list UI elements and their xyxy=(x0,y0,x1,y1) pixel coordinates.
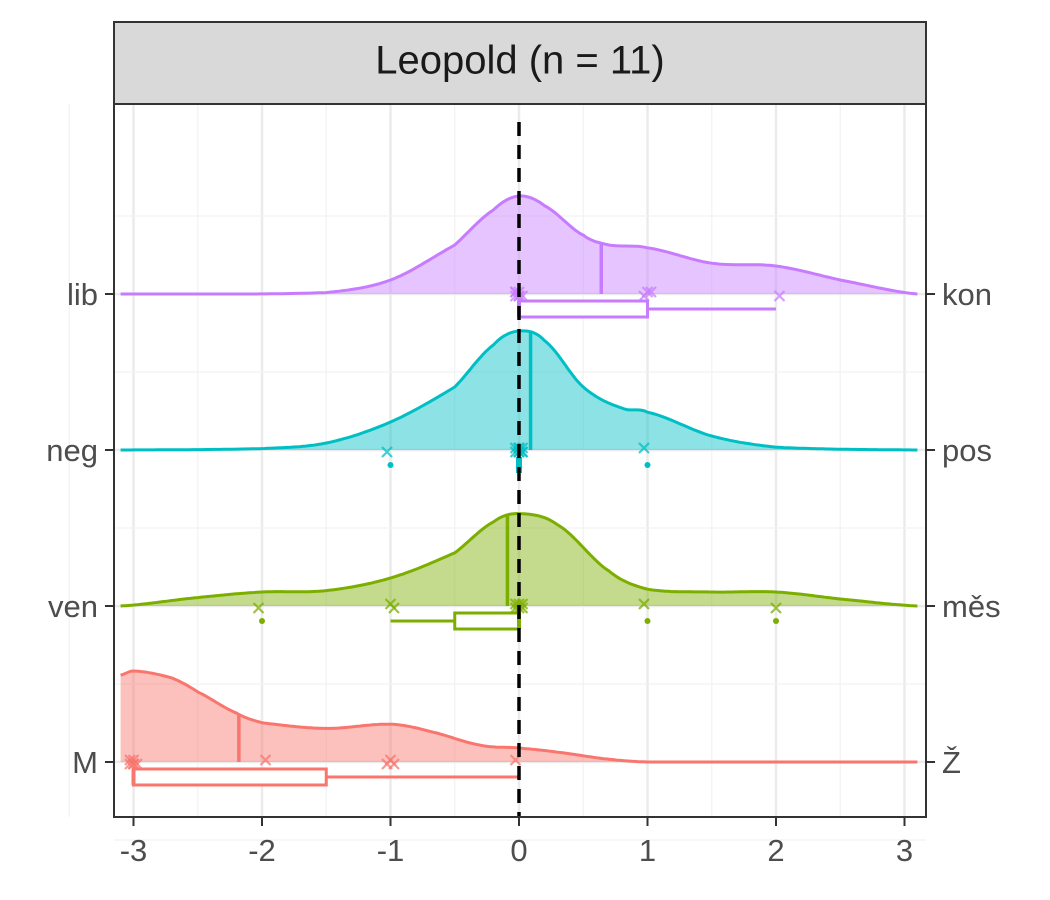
data-point-marker xyxy=(645,286,657,298)
box-outlier xyxy=(387,462,394,468)
data-point-marker xyxy=(641,286,654,298)
data-point-marker xyxy=(252,602,265,614)
box-outlier xyxy=(773,618,779,624)
data-point-marker xyxy=(388,602,400,614)
x-tick-label: -2 xyxy=(248,833,276,868)
box-outlier xyxy=(644,618,651,624)
density-area xyxy=(120,671,918,762)
density-area xyxy=(120,330,918,450)
y-right-label: pos xyxy=(942,433,992,468)
data-point-marker xyxy=(388,758,400,770)
y-left-label: neg xyxy=(46,433,98,468)
panel-title: Leopold (n = 11) xyxy=(375,39,664,83)
data-point-marker xyxy=(259,754,272,766)
ridge-M xyxy=(120,669,918,787)
x-tick-label: -1 xyxy=(377,833,405,868)
x-tick-label: -3 xyxy=(120,833,148,868)
x-tick-label: 0 xyxy=(510,833,527,868)
box-iqr xyxy=(132,767,328,787)
box-iqr xyxy=(453,611,521,631)
y-right-label: měs xyxy=(942,589,1001,624)
y-left-label: M xyxy=(72,745,98,780)
data-point-marker xyxy=(131,758,143,770)
box-iqr xyxy=(517,299,649,319)
data-point-marker xyxy=(773,290,786,302)
x-tick-label: 2 xyxy=(767,833,784,868)
y-left-label: lib xyxy=(67,277,98,312)
y-left-label: ven xyxy=(48,589,98,624)
data-point-marker xyxy=(127,758,140,770)
data-point-marker xyxy=(638,442,650,454)
x-tick-label: 1 xyxy=(639,833,656,868)
x-tick-label: 3 xyxy=(896,833,913,868)
box-collapsed xyxy=(516,457,522,473)
data-point-marker xyxy=(638,598,650,610)
data-point-marker xyxy=(770,602,782,614)
axes: -3 -2 -1 0 1 2 3 lib kon neg pos ven měs M Ž xyxy=(46,277,1000,868)
data-point-marker xyxy=(381,446,393,458)
panel-strip xyxy=(113,21,927,105)
y-right-label: kon xyxy=(942,277,992,312)
box-outlier xyxy=(644,462,651,468)
box-outlier xyxy=(259,618,265,624)
y-right-label: Ž xyxy=(942,745,961,780)
